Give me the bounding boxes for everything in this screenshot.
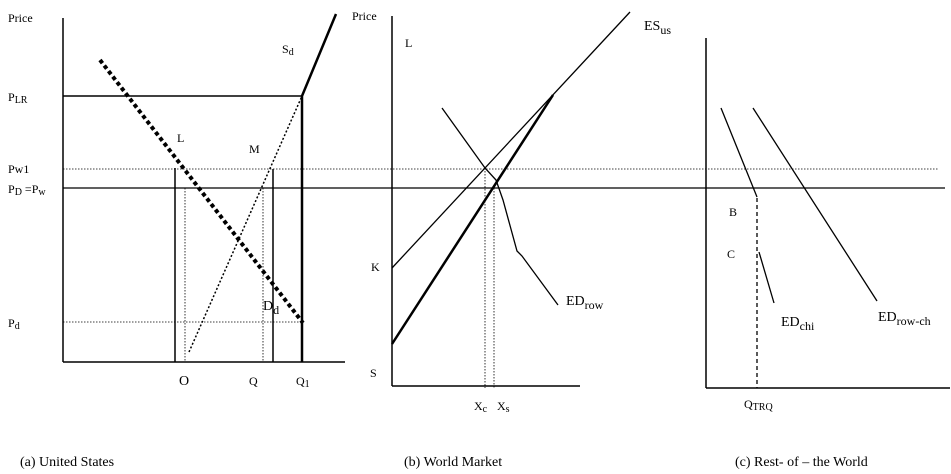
world-es-label: ESus [644,19,671,37]
us-plr-label: PLR [8,90,28,106]
world-ed-label: EDrow [566,294,604,312]
world-axis-title: Price [352,9,377,23]
row-ed-chi-upper [720,107,758,198]
us-q-q-label: Q [249,374,258,388]
us-demand-curve [98,58,305,325]
us-caption: (a) United States [20,455,114,470]
world-es-us-curve [391,11,631,269]
row-qtrq-label: QTRQ [744,397,773,413]
world-ed-row-curve [441,107,559,306]
us-q-o-label: O [179,374,189,389]
us-pd-pw-label: PD =Pw [8,182,46,198]
us-axis-title: Price [8,11,33,25]
us-sd-label: Sd [282,42,294,58]
row-ed-rowch-label: EDrow-ch [878,310,931,328]
row-caption: (c) Rest- of – the World [735,455,868,470]
us-supply-sd-curve [300,13,338,362]
world-supply-s-curve [390,94,555,345]
world-xs-label: Xs [497,399,510,415]
world-xc-label: Xc [474,399,488,415]
us-point-l-label: L [177,131,184,145]
row-ed-rowch-curve [752,107,878,302]
us-pw1-label: Pw1 [8,162,29,176]
us-point-m-label: M [249,142,260,156]
world-caption: (b) World Market [404,455,502,470]
row-ed-chi-lower [758,251,775,304]
panel-world-market: Price L K S ESus EDrow Xc Xs (b) World M… [352,9,671,470]
world-point-k-label: K [371,260,380,274]
us-pd-label: Pd [8,316,20,332]
us-supply-dotted-curve [188,95,303,353]
world-point-l-label: L [405,36,412,50]
us-dd-label: Dd [263,299,279,317]
row-ed-chi-label: EDchi [781,315,815,333]
us-q-q1-label: Q1 [296,374,310,390]
world-point-s-label: S [370,366,377,380]
panel-rest-of-world: B C EDchi EDrow-ch QTRQ (c) Rest- of – t… [705,38,950,470]
row-point-b-label: B [729,205,737,219]
row-point-c-label: C [727,247,735,261]
